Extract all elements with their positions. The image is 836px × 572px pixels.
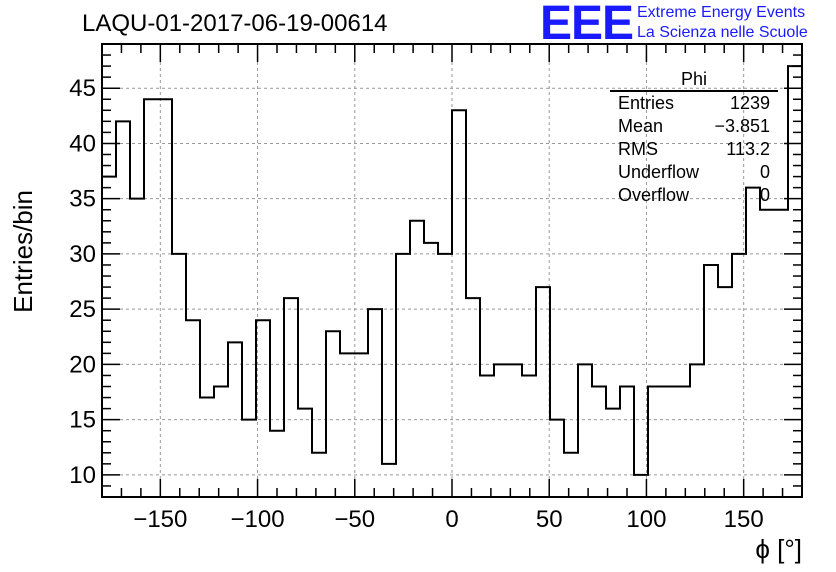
y-tick-label: 10 <box>69 462 96 489</box>
stats-label: RMS <box>618 139 658 159</box>
x-tick-labels: −150 −100 −50 0 50 100 150 <box>133 506 763 533</box>
stats-row-underflow: Underflow 0 <box>610 161 778 184</box>
x-tick-label: −50 <box>334 506 375 533</box>
stats-row-mean: Mean −3.851 <box>610 115 778 138</box>
stats-row-overflow: Overflow 0 <box>610 184 778 207</box>
plot-title: LAQU-01-2017-06-19-00614 <box>82 10 388 37</box>
y-tick-label: 25 <box>69 296 96 323</box>
axis-ticks <box>101 43 803 497</box>
stats-value: −3.851 <box>714 116 770 136</box>
y-tick-label: 30 <box>69 241 96 268</box>
logo-line-1: Extreme Energy Events <box>637 4 806 21</box>
stats-label: Overflow <box>618 185 690 205</box>
x-tick-label: 150 <box>724 506 764 533</box>
x-tick-label: −150 <box>133 506 187 533</box>
stats-value: 0 <box>759 162 770 182</box>
stats-value: 0 <box>759 185 770 205</box>
stats-value: 113.2 <box>726 139 770 159</box>
stats-label: Mean <box>618 116 664 136</box>
y-axis-label: Entries/bin <box>8 190 38 313</box>
histogram-step-line <box>102 65 802 476</box>
logo-line-2: La Scienza nelle Scuole <box>637 24 808 41</box>
y-tick-label: 40 <box>69 130 96 157</box>
x-tick-label: 50 <box>536 506 563 533</box>
stats-row-rms: RMS 113.2 <box>610 138 778 161</box>
y-tick-labels: 10 15 20 25 30 35 40 45 <box>69 75 96 489</box>
y-tick-label: 20 <box>69 351 96 378</box>
stats-title: Phi <box>610 68 778 92</box>
eee-logo: EEE <box>540 0 634 50</box>
stats-label: Underflow <box>618 162 700 182</box>
y-tick-label: 45 <box>69 75 96 102</box>
y-tick-label: 15 <box>69 407 96 434</box>
x-tick-label: 100 <box>626 506 666 533</box>
stats-box: Phi Entries 1239 Mean −3.851 RMS 113.2 U… <box>610 68 778 207</box>
y-tick-label: 35 <box>69 186 96 213</box>
stats-label: Entries <box>618 93 675 113</box>
x-tick-label: 0 <box>445 506 458 533</box>
x-tick-label: −100 <box>231 506 285 533</box>
stats-value: 1239 <box>729 93 770 113</box>
x-axis-label: ϕ [°] <box>755 534 802 564</box>
stats-row-entries: Entries 1239 <box>610 92 778 115</box>
